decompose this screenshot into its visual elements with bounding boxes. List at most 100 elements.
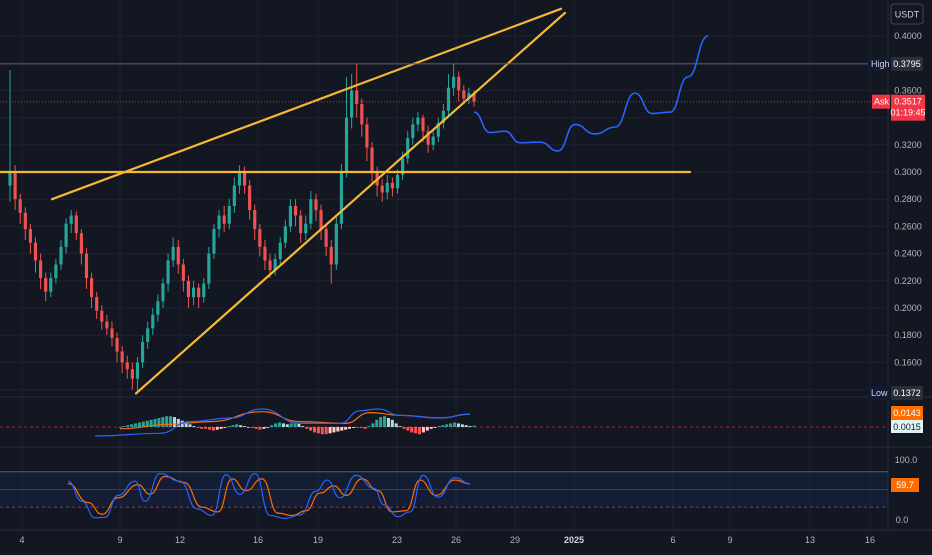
- candle-body: [248, 185, 252, 211]
- stoch-tick-label: 100.0: [895, 455, 918, 465]
- candle-body: [365, 124, 369, 148]
- candle: [293, 199, 298, 227]
- candle-body: [125, 362, 129, 370]
- candle: [176, 240, 180, 274]
- pane-separators: [0, 0, 932, 531]
- candle-body: [263, 246, 267, 261]
- macd-histogram-bar: [126, 425, 130, 427]
- macd-histogram-bar: [324, 427, 328, 435]
- candle-body: [217, 215, 221, 230]
- macd-histogram-bar: [425, 427, 429, 431]
- macd-histogram-bar: [429, 427, 433, 429]
- ask-tag-label-bg: [872, 94, 890, 109]
- currency-button[interactable]: USDT: [890, 3, 924, 25]
- candle-body: [74, 215, 78, 234]
- macd-histogram-bar: [235, 424, 239, 427]
- macd-histogram-bar: [211, 427, 215, 431]
- macd-histogram-bar: [153, 418, 157, 427]
- time-tick-label: 26: [451, 535, 461, 545]
- candle-body: [197, 287, 201, 298]
- macd-histogram-bar: [421, 427, 425, 433]
- candle-body: [39, 260, 43, 279]
- candle: [273, 253, 277, 276]
- candle-body: [176, 246, 180, 265]
- macd-histogram-bar: [281, 423, 285, 427]
- macd-histogram-bar: [332, 427, 336, 433]
- macd-histogram-bar: [145, 420, 149, 427]
- candle-body: [227, 206, 231, 224]
- candle-body: [446, 87, 451, 111]
- candle: [84, 248, 89, 289]
- candle: [457, 71, 461, 102]
- macd-histogram-bar: [379, 417, 383, 427]
- macd-histogram-bar: [433, 427, 437, 428]
- candle: [18, 193, 22, 224]
- macd-histogram-bar: [165, 416, 169, 427]
- candle: [329, 240, 333, 284]
- macd-histogram-bar: [336, 427, 340, 432]
- candle: [344, 76, 349, 178]
- macd-histogram-bar: [231, 425, 235, 427]
- macd-tag-bg: [891, 406, 923, 420]
- candle: [288, 199, 293, 232]
- candle: [197, 283, 201, 308]
- macd-histogram-bar: [141, 421, 145, 427]
- trendline-upper-resistance[interactable]: [50, 7, 563, 201]
- macd-histogram-bar: [122, 426, 126, 427]
- candle-body: [202, 283, 206, 298]
- candle: [181, 259, 185, 292]
- candle-body: [339, 172, 344, 224]
- candle-body: [59, 246, 63, 265]
- candle: [385, 174, 389, 200]
- candle-body: [319, 210, 323, 230]
- candle: [441, 104, 445, 129]
- candle-body: [161, 283, 165, 302]
- candle: [120, 346, 124, 374]
- candle-body: [467, 93, 471, 99]
- candle-body: [329, 246, 333, 265]
- candle: [44, 272, 48, 302]
- macd-histogram-bar: [367, 426, 371, 427]
- macd-histogram-bar: [258, 427, 262, 430]
- candle-body: [44, 278, 48, 292]
- macd-histogram-bar: [250, 427, 254, 428]
- candle-body: [146, 328, 150, 342]
- time-tick-label: 13: [805, 535, 815, 545]
- macd-histogram-bar: [398, 426, 402, 427]
- time-tick-label: 9: [117, 535, 122, 545]
- candle-body: [181, 264, 185, 281]
- candle-body: [130, 369, 134, 379]
- candle: [140, 335, 145, 368]
- macd-histogram-bar: [456, 423, 460, 427]
- stoch-k-line: [67, 472, 471, 520]
- price-tick-label: 0.2000: [894, 303, 922, 313]
- macd-histogram-bar: [161, 417, 165, 427]
- forecast-drawing: [473, 35, 709, 152]
- candle: [462, 84, 466, 104]
- candle-body: [84, 253, 89, 279]
- macd-histogram-bar: [464, 425, 468, 427]
- trendline-rising-support[interactable]: [134, 11, 567, 395]
- forecast-path[interactable]: [473, 35, 709, 152]
- macd-histogram-bar: [207, 427, 211, 430]
- candle: [74, 211, 78, 240]
- ask-tag-bg: [891, 94, 925, 121]
- candle: [411, 117, 415, 145]
- macd-histogram-bar: [157, 418, 161, 427]
- candle-body: [411, 124, 415, 138]
- candle: [146, 321, 150, 349]
- macd-histogram-bar: [149, 419, 153, 427]
- time-tick-label: 16: [253, 535, 263, 545]
- candle-body: [258, 229, 262, 247]
- macd-histogram-bar: [196, 427, 200, 428]
- candle-body: [299, 215, 303, 234]
- macd-histogram-bar: [445, 424, 449, 427]
- stoch-d-line: [67, 475, 471, 517]
- candle: [334, 215, 338, 270]
- macd-histogram-bar: [406, 427, 410, 431]
- candle: [125, 355, 129, 379]
- candle-body: [431, 136, 435, 145]
- candle: [278, 237, 282, 265]
